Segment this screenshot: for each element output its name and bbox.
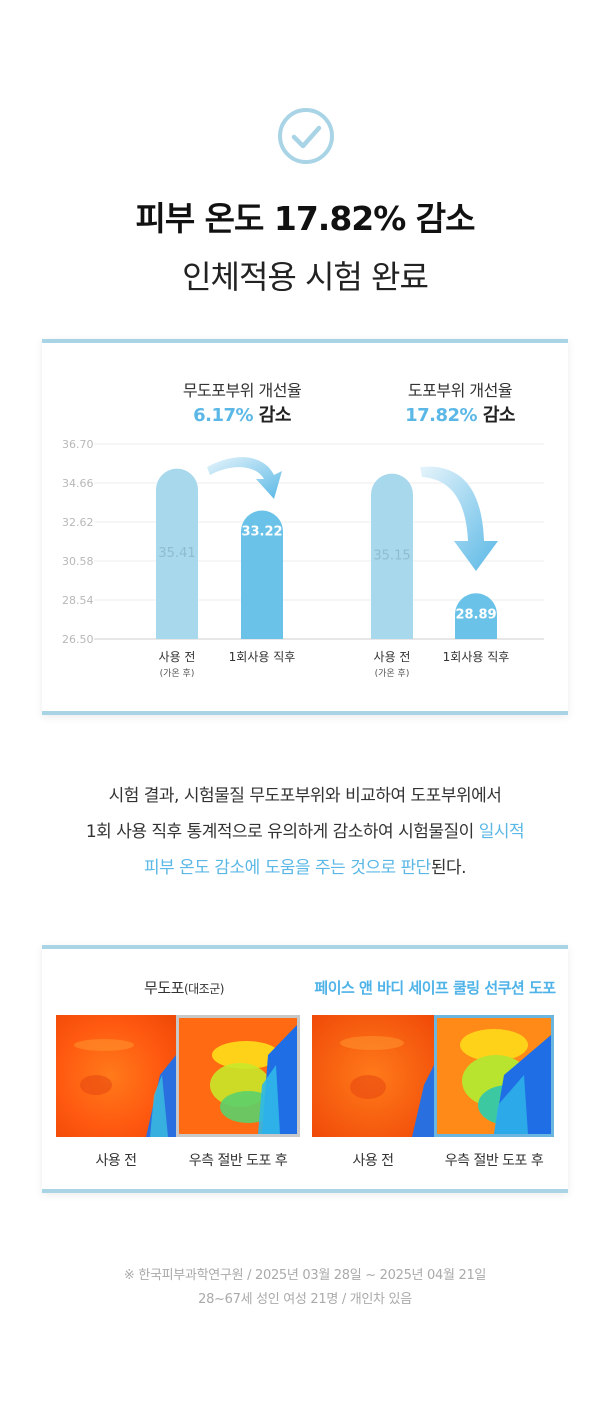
- category-label: 1회사용 직후: [443, 650, 510, 664]
- left-group-result: 6.17% 감소: [142, 401, 342, 427]
- bar: [371, 473, 413, 639]
- bar: [455, 593, 497, 639]
- caption-control-after: 우측 절반 도포 후: [188, 1153, 288, 1169]
- bar-value-label: 35.15: [373, 549, 410, 564]
- thermal-image-card: 무도포(대조군) 페이스 앤 바디 세이프 쿨링 선쿠션 도포: [42, 945, 568, 1193]
- caption-product-after: 우측 절반 도포 후: [444, 1153, 544, 1169]
- product-group-title: 페이스 앤 바디 세이프 쿨링 선쿠션 도포: [314, 979, 556, 997]
- description-line-3: 피부 온도 감소에 도움을 주는 것으로 판단된다.: [0, 850, 610, 886]
- control-title-main: 무도포: [144, 979, 184, 997]
- category-label: 1회사용 직후: [229, 650, 296, 664]
- category-label: 사용 전: [159, 650, 196, 664]
- chart-card: 무도포부위 개선율 6.17% 감소 도포부위 개선율 17.82% 감소 36…: [42, 339, 568, 715]
- thermal-image-control-before: [56, 1015, 176, 1137]
- thermal-image-control-after: [176, 1015, 300, 1137]
- y-tick-label: 36.70: [62, 438, 94, 451]
- left-group-title: 무도포부위 개선율: [182, 381, 302, 400]
- description-line-3-highlight: 피부 온도 감소에 도움을 주는 것으로 판단: [144, 858, 431, 878]
- thermal-image-product-before: [312, 1015, 434, 1137]
- y-tick-label: 32.62: [62, 516, 94, 529]
- bar: [241, 510, 283, 639]
- bar-value-label: 33.22: [241, 525, 282, 540]
- card-top-bar: [42, 339, 568, 343]
- category-label: 사용 전: [374, 650, 411, 664]
- footnote-subjects: 28~67세 성인 여성 21명 / 개인차 있음: [198, 1292, 412, 1307]
- description-line-3-text: 된다.: [430, 858, 467, 878]
- right-group-result: 17.82% 감소: [360, 401, 560, 427]
- category-note-label: (가온 후): [160, 668, 195, 679]
- right-group-pct: 17.82%: [405, 405, 478, 426]
- caption-control-before: 사용 전: [95, 1153, 137, 1169]
- y-tick-label: 30.58: [62, 555, 94, 568]
- thermal-image-product-after: [434, 1015, 554, 1137]
- bar-value-label: 28.89: [455, 607, 496, 622]
- description-line-1: 시험 결과, 시험물질 무도포부위와 비교하여 도포부위에서: [108, 786, 502, 806]
- check-circle-icon: [278, 108, 334, 164]
- y-tick-label: 28.54: [62, 594, 94, 607]
- card-top-bar: [42, 945, 568, 949]
- card-bottom-bar: [42, 1189, 568, 1193]
- footnote-source: ※ 한국피부과학연구원 / 2025년 03월 28일 ~ 2025년 04월 …: [123, 1268, 487, 1283]
- result-description: 시험 결과, 시험물질 무도포부위와 비교하여 도포부위에서 1회 사용 직후 …: [0, 778, 610, 886]
- arrow-icon: [420, 466, 498, 571]
- description-line-2-highlight: 일시적: [478, 822, 525, 842]
- description-line-2: 1회 사용 직후 통계적으로 유의하게 감소하여 시험물질이 일시적: [0, 814, 610, 850]
- card-bottom-bar: [42, 711, 568, 715]
- control-group-title: 무도포(대조군): [56, 977, 312, 998]
- caption-product-before: 사용 전: [352, 1153, 394, 1169]
- right-group-suffix: 감소: [477, 405, 516, 426]
- y-tick-label: 26.50: [62, 633, 94, 646]
- headline-title: 피부 온도 17.82% 감소: [135, 199, 475, 238]
- left-group-suffix: 감소: [253, 405, 292, 426]
- y-tick-label: 34.66: [62, 477, 94, 490]
- bar-chart: 36.70 34.66 32.62 30.58 28.54 26.50 35.41 사용 전 (…: [62, 438, 544, 679]
- category-note-label: (가온 후): [375, 668, 410, 679]
- right-group-title: 도포부위 개선율: [407, 381, 513, 400]
- description-line-2-text: 1회 사용 직후 통계적으로 유의하게 감소하여 시험물질이: [85, 822, 479, 842]
- bar-value-label: 35.41: [158, 546, 195, 561]
- control-title-small: (대조군): [183, 982, 224, 996]
- headline-subtitle: 인체적용 시험 완료: [182, 258, 429, 296]
- bar: [156, 468, 198, 639]
- left-group-pct: 6.17%: [193, 405, 254, 426]
- arrow-icon: [207, 457, 282, 499]
